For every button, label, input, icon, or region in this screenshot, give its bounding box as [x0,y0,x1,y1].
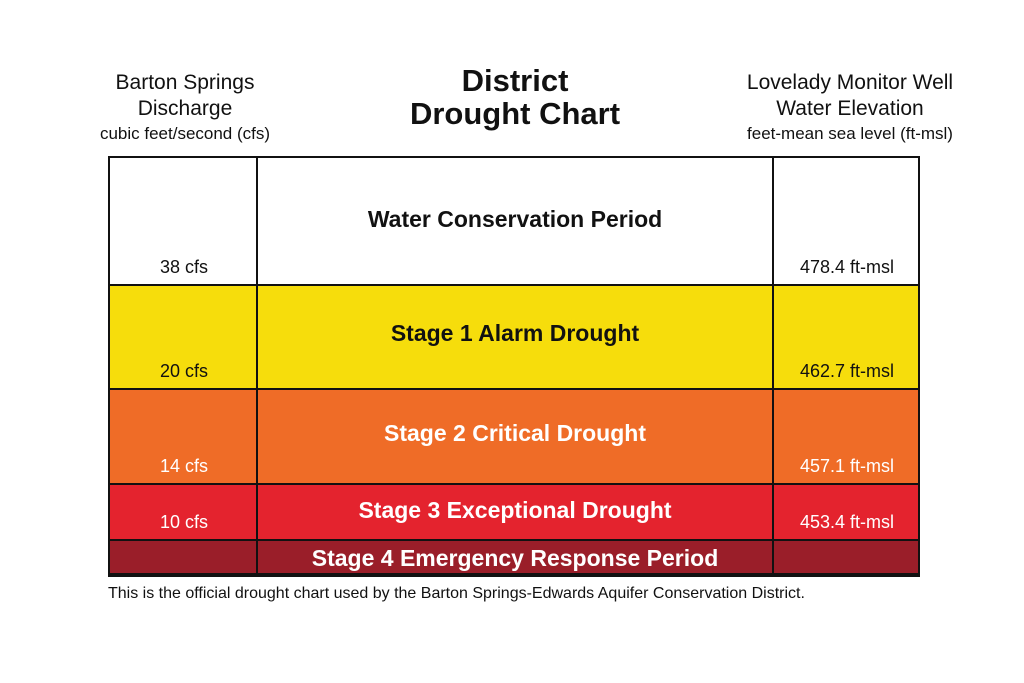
stage-label: Stage 1 Alarm Drought [390,320,640,346]
discharge-header-line2: Discharge [137,97,233,121]
stage-row-stage-4: Stage 4 Emergency Response Period [110,541,918,575]
cfs-threshold: 20 cfs [159,361,209,381]
elevation-header: Lovelady Monitor Well Water Elevation fe… [705,70,995,144]
msl-threshold: 453.4 ft-msl [799,512,895,532]
chart-title-line1: District [461,63,569,98]
chart-title: District Drought Chart [360,64,670,131]
chart-caption: This is the official drought chart used … [108,585,805,602]
msl-threshold: 457.1 ft-msl [799,456,895,476]
stage-row-water-conservation: Water Conservation Period 38 cfs 478.4 f… [110,158,918,286]
stage-label: Water Conservation Period [367,206,663,232]
cfs-threshold: 14 cfs [159,456,209,476]
elevation-header-units: feet-mean sea level (ft-msl) [747,123,953,143]
column-divider-left [256,158,258,575]
cfs-threshold: 38 cfs [159,257,209,277]
drought-chart-table: Water Conservation Period 38 cfs 478.4 f… [108,156,920,577]
discharge-header-line1: Barton Springs [115,71,255,94]
stage-label: Stage 3 Exceptional Drought [358,497,672,523]
stage-label: Stage 4 Emergency Response Period [311,545,719,571]
discharge-header: Barton Springs Discharge cubic feet/seco… [60,70,310,144]
stage-row-stage-3: Stage 3 Exceptional Drought 10 cfs 453.4… [110,485,918,541]
stage-row-stage-2: Stage 2 Critical Drought 14 cfs 457.1 ft… [110,390,918,485]
stage-row-stage-1: Stage 1 Alarm Drought 20 cfs 462.7 ft-ms… [110,286,918,390]
msl-threshold: 478.4 ft-msl [799,257,895,277]
cfs-threshold: 10 cfs [159,512,209,532]
elevation-header-line1: Lovelady Monitor Well [746,71,954,94]
chart-title-line2: Drought Chart [409,96,621,132]
discharge-header-units: cubic feet/second (cfs) [99,123,271,143]
stage-label: Stage 2 Critical Drought [384,420,646,446]
elevation-header-line2: Water Elevation [776,97,924,121]
msl-threshold: 462.7 ft-msl [799,361,895,381]
column-divider-right [772,158,774,575]
